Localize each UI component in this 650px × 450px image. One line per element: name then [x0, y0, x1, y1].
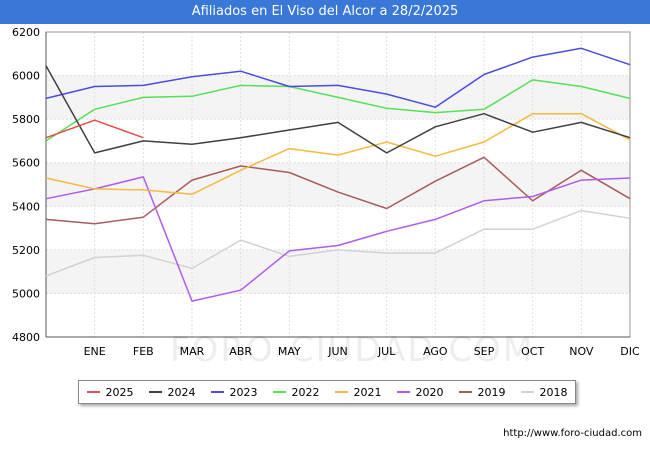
- series-line-2023: [45, 47, 631, 108]
- legend-item-2022: 2022: [272, 385, 320, 399]
- series-line-2022: [45, 79, 631, 142]
- legend-swatch: [458, 391, 472, 393]
- legend-label: 2020: [415, 385, 444, 399]
- x-tick-label: DIC: [620, 345, 640, 358]
- legend-item-2019: 2019: [458, 385, 506, 399]
- legend-label: 2021: [353, 385, 382, 399]
- series-line-2021: [45, 112, 631, 196]
- x-tick-label: JUL: [377, 345, 396, 358]
- legend-label: 2018: [539, 385, 568, 399]
- legend-item-2021: 2021: [334, 385, 382, 399]
- legend-swatch: [148, 391, 162, 393]
- y-tick-label: 6200: [12, 26, 40, 39]
- x-tick-label: MAY: [278, 345, 301, 358]
- legend-swatch: [210, 391, 224, 393]
- y-tick-label: 5000: [12, 287, 40, 300]
- y-tick-label: 5200: [12, 244, 40, 257]
- legend-swatch: [520, 391, 534, 393]
- x-tick-label: MAR: [180, 345, 205, 358]
- chart-title: Afiliados en El Viso del Alcor a 28/2/20…: [0, 0, 650, 24]
- legend-item-2025: 2025: [86, 385, 134, 399]
- x-tick-label: FEB: [133, 345, 154, 358]
- legend-swatch: [396, 391, 410, 393]
- x-tick-label: AGO: [423, 345, 448, 358]
- legend-label: 2025: [105, 385, 134, 399]
- x-tick-label: NOV: [569, 345, 594, 358]
- legend-swatch: [272, 391, 286, 393]
- legend-label: 2024: [167, 385, 196, 399]
- x-tick-label: OCT: [521, 345, 544, 358]
- series-line-2018: [45, 209, 631, 277]
- legend-item-2024: 2024: [148, 385, 196, 399]
- series-line-2020: [45, 176, 631, 302]
- series-line-2025: [45, 119, 144, 139]
- x-tick-label: SEP: [474, 345, 495, 358]
- x-tick-label: ABR: [229, 345, 252, 358]
- legend-swatch: [334, 391, 348, 393]
- y-tick-label: 5400: [12, 200, 40, 213]
- chart-legend: 2025 2024 2023 2022 2021 2020 2019 2018: [78, 380, 576, 404]
- x-tick-label: ENE: [84, 345, 106, 358]
- legend-item-2018: 2018: [520, 385, 568, 399]
- source-url: http://www.foro-ciudad.com: [503, 428, 642, 439]
- legend-label: 2022: [291, 385, 320, 399]
- legend-item-2020: 2020: [396, 385, 444, 399]
- legend-label: 2023: [229, 385, 258, 399]
- series-line-2024: [45, 65, 631, 154]
- legend-item-2023: 2023: [210, 385, 258, 399]
- y-tick-label: 4800: [12, 331, 40, 344]
- x-tick-label: JUN: [327, 345, 348, 358]
- legend-swatch: [86, 391, 100, 393]
- y-tick-label: 5800: [12, 113, 40, 126]
- y-tick-label: 5600: [12, 157, 40, 170]
- y-tick-label: 6000: [12, 70, 40, 83]
- legend-label: 2019: [477, 385, 506, 399]
- series-line-2019: [45, 156, 631, 225]
